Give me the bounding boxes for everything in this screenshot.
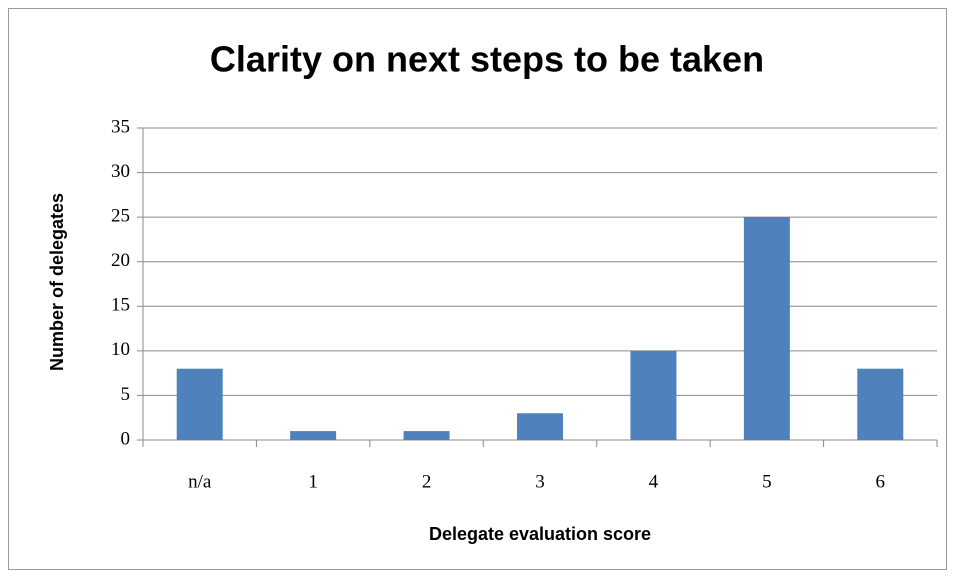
x-tick-label: 3: [535, 471, 545, 492]
x-tick-label: 6: [876, 471, 886, 492]
y-tick-label: 15: [111, 295, 130, 316]
bar: [403, 431, 450, 440]
y-tick-label: 35: [111, 116, 130, 137]
y-tick-label: 0: [121, 428, 131, 449]
x-tick-label: 2: [422, 471, 432, 492]
bar: [176, 368, 223, 440]
y-tick-label: 10: [111, 339, 130, 360]
chart-title: Clarity on next steps to be taken: [210, 39, 764, 80]
bar: [857, 368, 904, 440]
y-axis-label: Number of delegates: [47, 193, 67, 371]
x-tick-label: 5: [762, 471, 772, 492]
x-tick-label: n/a: [188, 471, 212, 492]
bar: [630, 350, 677, 440]
bar: [517, 413, 563, 440]
y-tick-label: 25: [111, 206, 130, 227]
y-tick-label: 5: [121, 384, 131, 405]
bar: [290, 431, 337, 440]
y-tick-label: 30: [111, 161, 130, 182]
bar: [743, 217, 790, 440]
y-tick-label: 20: [111, 250, 130, 271]
x-tick-label: 4: [649, 471, 659, 492]
x-tick-label: 1: [308, 471, 318, 492]
chart-border: [8, 8, 947, 570]
x-axis-label: Delegate evaluation score: [429, 524, 651, 544]
